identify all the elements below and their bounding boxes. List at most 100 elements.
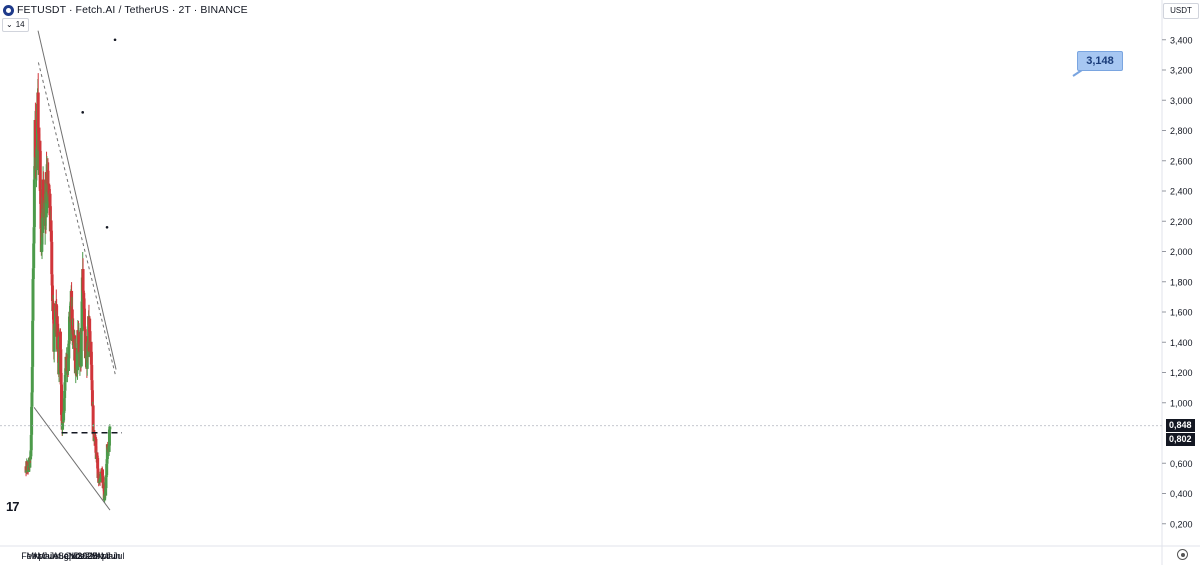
- candle-body: [104, 477, 108, 489]
- symbol-header[interactable]: FETUSDT · Fetch.AI / TetherUS · 2T · BIN…: [3, 2, 248, 18]
- x-tick-label: Mrz: [90, 551, 105, 561]
- candle-body: [38, 150, 42, 189]
- candle-body: [90, 380, 94, 391]
- last-price-tag: 0,848: [1166, 419, 1195, 432]
- candle-body: [82, 308, 86, 327]
- candle-body: [32, 227, 36, 244]
- y-tick-label: 3,200: [1170, 66, 1193, 76]
- y-tick-label: 1,400: [1170, 338, 1193, 348]
- candle-body: [62, 398, 66, 411]
- chevron-down-icon: ⌄: [6, 20, 13, 29]
- y-tick-label: 0,600: [1170, 459, 1193, 469]
- y-tick-label: 0,400: [1170, 489, 1193, 499]
- candle-body: [30, 366, 34, 393]
- marker-dot: [113, 38, 117, 42]
- y-tick-label: 2,400: [1170, 187, 1193, 197]
- y-tick-label: 3,400: [1170, 35, 1193, 45]
- trendline-lower[interactable]: [33, 406, 111, 511]
- y-tick-label: 2,000: [1170, 247, 1193, 257]
- candle-body: [41, 179, 45, 198]
- y-tick-label: 2,600: [1170, 156, 1193, 166]
- candle-body: [31, 320, 35, 367]
- candle-body: [88, 331, 92, 350]
- currency-badge[interactable]: USDT: [1163, 3, 1199, 19]
- candle-body: [61, 421, 65, 430]
- x-tick-label: Dez: [74, 551, 91, 561]
- candle-body: [66, 358, 70, 371]
- x-tick-label: Aug: [53, 551, 69, 561]
- candle-body: [38, 140, 42, 151]
- y-tick-label: 1,200: [1170, 368, 1193, 378]
- candle-body: [101, 475, 105, 484]
- candle-body: [61, 420, 65, 423]
- candle-body: [39, 188, 43, 204]
- y-tick-label: 2,200: [1170, 217, 1193, 227]
- candle-body: [91, 405, 95, 435]
- symbol-title: FETUSDT · Fetch.AI / TetherUS · 2T · BIN…: [17, 4, 248, 16]
- marker-dot: [105, 226, 109, 229]
- candle-body: [80, 301, 84, 332]
- candle-body: [32, 179, 36, 228]
- candle-body: [55, 316, 59, 324]
- candles-layer: [24, 73, 112, 503]
- settings-icon[interactable]: [1177, 549, 1188, 560]
- x-tick-label: Mrz: [27, 551, 42, 561]
- candle-body: [103, 494, 107, 501]
- candle-body: [88, 318, 92, 332]
- candle-body: [33, 119, 37, 158]
- candle-body: [29, 450, 33, 457]
- candle-body: [59, 372, 63, 385]
- x-tick-label: Sep: [58, 551, 74, 561]
- candle-body: [102, 484, 106, 489]
- candle-body: [97, 474, 101, 483]
- candle-body: [30, 392, 34, 407]
- candle-body: [29, 434, 33, 451]
- candle-body: [89, 351, 93, 365]
- indicator-badge[interactable]: ⌄ 14: [2, 18, 29, 32]
- candle-body: [108, 426, 112, 430]
- candle-body: [50, 241, 54, 275]
- y-tick-label: 1,800: [1170, 277, 1193, 287]
- candle-body: [104, 475, 108, 478]
- trendline-upper[interactable]: [37, 30, 117, 370]
- tradingview-logo-icon[interactable]: 17: [6, 499, 20, 514]
- y-tick-label: 3,000: [1170, 96, 1193, 106]
- indicator-value: 14: [15, 20, 25, 29]
- price-axis[interactable]: 3,400 3,200 3,000 2,800 2,600 2,400 2,200 2,000…: [1162, 35, 1193, 529]
- y-tick-label: 1,000: [1170, 398, 1193, 408]
- candle-body: [63, 382, 67, 391]
- candle-body: [58, 331, 62, 350]
- y-tick-label: 0,200: [1170, 519, 1193, 529]
- candle-body: [52, 303, 56, 320]
- fetch-ai-logo-icon: [3, 4, 14, 16]
- marker-dot: [81, 111, 85, 114]
- candle-body: [63, 374, 67, 383]
- x-tick-label: Jun: [43, 551, 58, 561]
- x-tick-label: Apr: [96, 551, 110, 561]
- markers-layer: [81, 38, 1086, 229]
- x-tick-label: Mai: [37, 551, 52, 561]
- candle-body: [39, 203, 43, 229]
- callout-label[interactable]: 3,148: [1077, 51, 1123, 71]
- candle-body: [96, 457, 100, 469]
- trendlines-layer: [0, 30, 1162, 511]
- candle-body: [75, 349, 79, 371]
- time-axis[interactable]: FebMrzAprMaiJunJulAugSepOktNovDez2025Feb…: [21, 551, 124, 561]
- y-tick-label: 1,600: [1170, 308, 1193, 318]
- x-tick-label: Nov: [69, 551, 86, 561]
- candle-body: [98, 475, 102, 483]
- x-tick-label: Feb: [21, 551, 37, 561]
- x-tick-label: Mai: [101, 551, 116, 561]
- candle-body: [59, 349, 63, 373]
- candle-body: [52, 329, 56, 352]
- candle-body: [49, 220, 53, 231]
- x-tick-label: Jun: [106, 551, 121, 561]
- candle-body: [31, 279, 35, 321]
- candle-body: [105, 463, 109, 476]
- x-tick-label: Okt: [64, 551, 79, 561]
- candle-body: [107, 429, 111, 446]
- x-tick-label: Apr: [32, 551, 46, 561]
- x-tick-label: Jul: [49, 551, 61, 561]
- y-tick-label: 2,800: [1170, 126, 1193, 136]
